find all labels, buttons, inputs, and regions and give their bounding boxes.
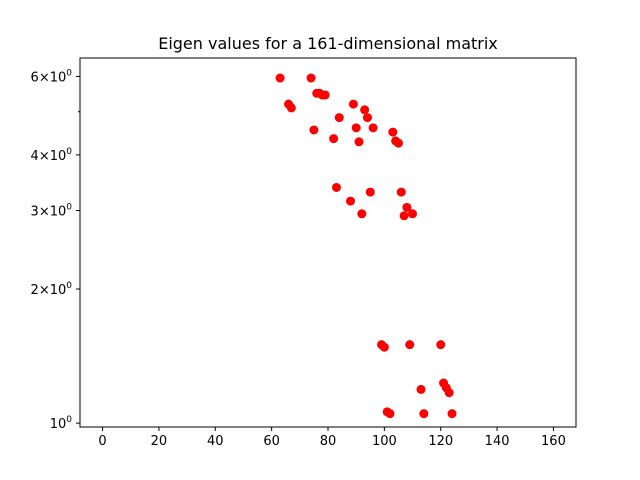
data-point (329, 134, 339, 144)
data-point (444, 388, 454, 398)
data-point (351, 123, 361, 133)
data-point (419, 409, 429, 419)
data-point (357, 209, 367, 219)
data-point (447, 409, 457, 419)
data-point (306, 73, 316, 83)
x-tick-label: 20 (151, 434, 168, 449)
y-tick-label: 100 (50, 415, 73, 432)
data-point (402, 202, 412, 212)
data-point (275, 73, 285, 83)
data-point (388, 127, 398, 137)
y-tick-label: 6×100 (31, 68, 73, 85)
x-tick-label: 140 (485, 434, 510, 449)
data-point (360, 105, 370, 115)
x-tick-label: 60 (263, 434, 280, 449)
data-point (368, 123, 378, 133)
x-tick-label: 160 (541, 434, 566, 449)
data-point (436, 340, 446, 350)
data-point (399, 211, 409, 221)
data-point (365, 187, 375, 197)
chart-title: Eigen values for a 161-dimensional matri… (158, 34, 498, 53)
x-tick-label: 120 (428, 434, 453, 449)
y-tick-label: 3×100 (31, 203, 73, 220)
data-point (309, 125, 319, 135)
data-point (416, 384, 426, 394)
data-point (396, 187, 406, 197)
plot-area-frame (79, 57, 577, 428)
data-point (408, 209, 418, 219)
data-point (362, 113, 372, 123)
data-point (354, 137, 364, 147)
data-point (348, 99, 358, 109)
x-tick-label: 40 (207, 434, 224, 449)
data-point (320, 90, 330, 100)
x-tick-label: 0 (98, 434, 106, 449)
x-tick-label: 80 (320, 434, 337, 449)
data-point (405, 340, 415, 350)
data-point (286, 103, 296, 113)
data-point (385, 409, 395, 419)
data-point (393, 138, 403, 148)
data-point (331, 182, 341, 192)
data-point (334, 113, 344, 123)
y-tick-label: 2×100 (31, 281, 73, 298)
plot-layer: 0 20 40 60 80 100 120 140 160 100 2×100 3×100 4×100 6… (31, 68, 566, 449)
x-tick-label: 100 (372, 434, 397, 449)
data-point (346, 196, 356, 206)
data-point (379, 342, 389, 352)
y-tick-label: 4×100 (31, 147, 73, 164)
